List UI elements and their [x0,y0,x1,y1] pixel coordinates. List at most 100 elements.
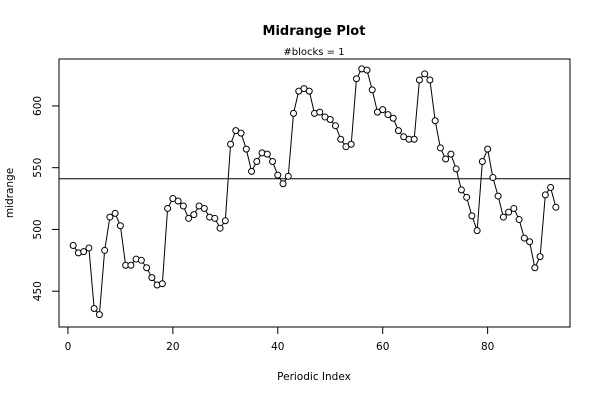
series-segment [88,250,95,306]
data-point [389,114,397,122]
series-segment [342,141,345,145]
data-point [101,246,109,254]
series-segment [162,211,168,281]
data-point [337,135,345,143]
series-segment [168,200,172,207]
series-segment [257,155,261,160]
data-point [515,216,523,224]
data-point [111,209,119,217]
x-tick-label: 0 [65,341,72,353]
data-point [505,208,513,216]
series-segment [535,259,540,266]
data-point [368,86,376,94]
data-point [80,248,88,256]
series-segment [120,228,126,263]
series-segment [268,156,272,160]
series-segment [225,147,231,218]
series-segment [74,247,78,251]
data-point [510,204,518,212]
data-point [426,76,434,84]
data-point [211,214,219,222]
data-point [200,204,208,212]
data-point [478,158,486,166]
series-segment [288,116,294,174]
x-axis-label: Periodic Index [277,371,351,383]
series-segment [142,262,146,266]
data-point [499,213,507,221]
data-point [379,106,387,114]
data-point [494,192,502,200]
series-segment [278,177,282,182]
series-segment [309,93,315,111]
series-segment [115,215,120,224]
series-segment [451,156,456,167]
series-segment [336,128,341,137]
data-point [421,70,429,78]
data-point [284,172,292,180]
data-point [316,108,324,116]
data-point [394,127,402,135]
series-segment [350,81,357,142]
data-point [536,253,544,261]
series-segment [284,178,287,182]
data-point [227,140,235,148]
data-point [447,150,455,158]
data-point [263,150,271,158]
data-point [468,212,476,220]
data-point [352,75,360,83]
data-point [326,116,334,124]
series-segment [429,82,436,118]
series-segment [462,192,466,196]
data-point [484,145,492,153]
data-point [269,158,277,166]
data-point [531,264,539,272]
x-tick-label: 40 [271,341,284,353]
series-midrange [69,65,560,319]
series-segment [483,151,487,159]
series-segment [529,244,535,265]
data-point [436,144,444,152]
data-point [237,129,245,137]
series-segment [241,135,246,147]
series-segment [514,210,519,218]
x-axis: 0 20 40 60 80 [65,326,494,353]
data-point [253,158,261,166]
series-segment [252,163,256,169]
data-point [164,204,172,212]
series-segment [153,279,156,283]
data-point [95,311,103,319]
series-segment [246,151,252,169]
series-segment [476,164,483,228]
series-segment [293,93,299,111]
data-point [127,261,135,269]
y-tick-label: 600 [32,96,44,116]
data-point [463,193,471,201]
data-point [489,174,497,182]
data-point [137,256,145,264]
data-point [473,227,481,235]
data-point [158,280,166,288]
series-segment [466,200,472,214]
data-point [221,217,229,225]
series-segment [550,190,556,205]
data-point [90,304,98,312]
x-tick-label: 20 [166,341,179,353]
x-tick-label: 80 [481,341,494,353]
data-point [143,264,151,272]
data-point [106,213,114,221]
y-axis-label: midrange [4,168,16,218]
data-point [116,222,124,230]
data-point [452,165,460,173]
series-segment [184,208,188,216]
x-tick-label: 60 [376,341,389,353]
data-point [216,224,224,232]
chart-title: Midrange Plot [263,24,366,39]
data-point [242,145,250,153]
y-tick-label: 500 [32,219,44,239]
data-point [174,197,182,205]
data-point [85,244,93,252]
data-point [185,214,193,222]
plot-frame [58,58,571,328]
data-point [190,211,198,219]
data-point [431,117,439,125]
